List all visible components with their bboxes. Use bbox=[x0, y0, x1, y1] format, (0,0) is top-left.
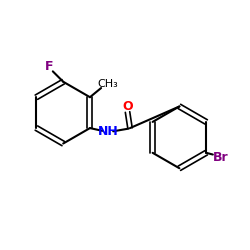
Text: O: O bbox=[122, 100, 133, 113]
Text: F: F bbox=[45, 60, 54, 73]
Text: NH: NH bbox=[98, 125, 118, 138]
Text: Br: Br bbox=[212, 150, 228, 164]
Text: CH₃: CH₃ bbox=[97, 78, 118, 88]
